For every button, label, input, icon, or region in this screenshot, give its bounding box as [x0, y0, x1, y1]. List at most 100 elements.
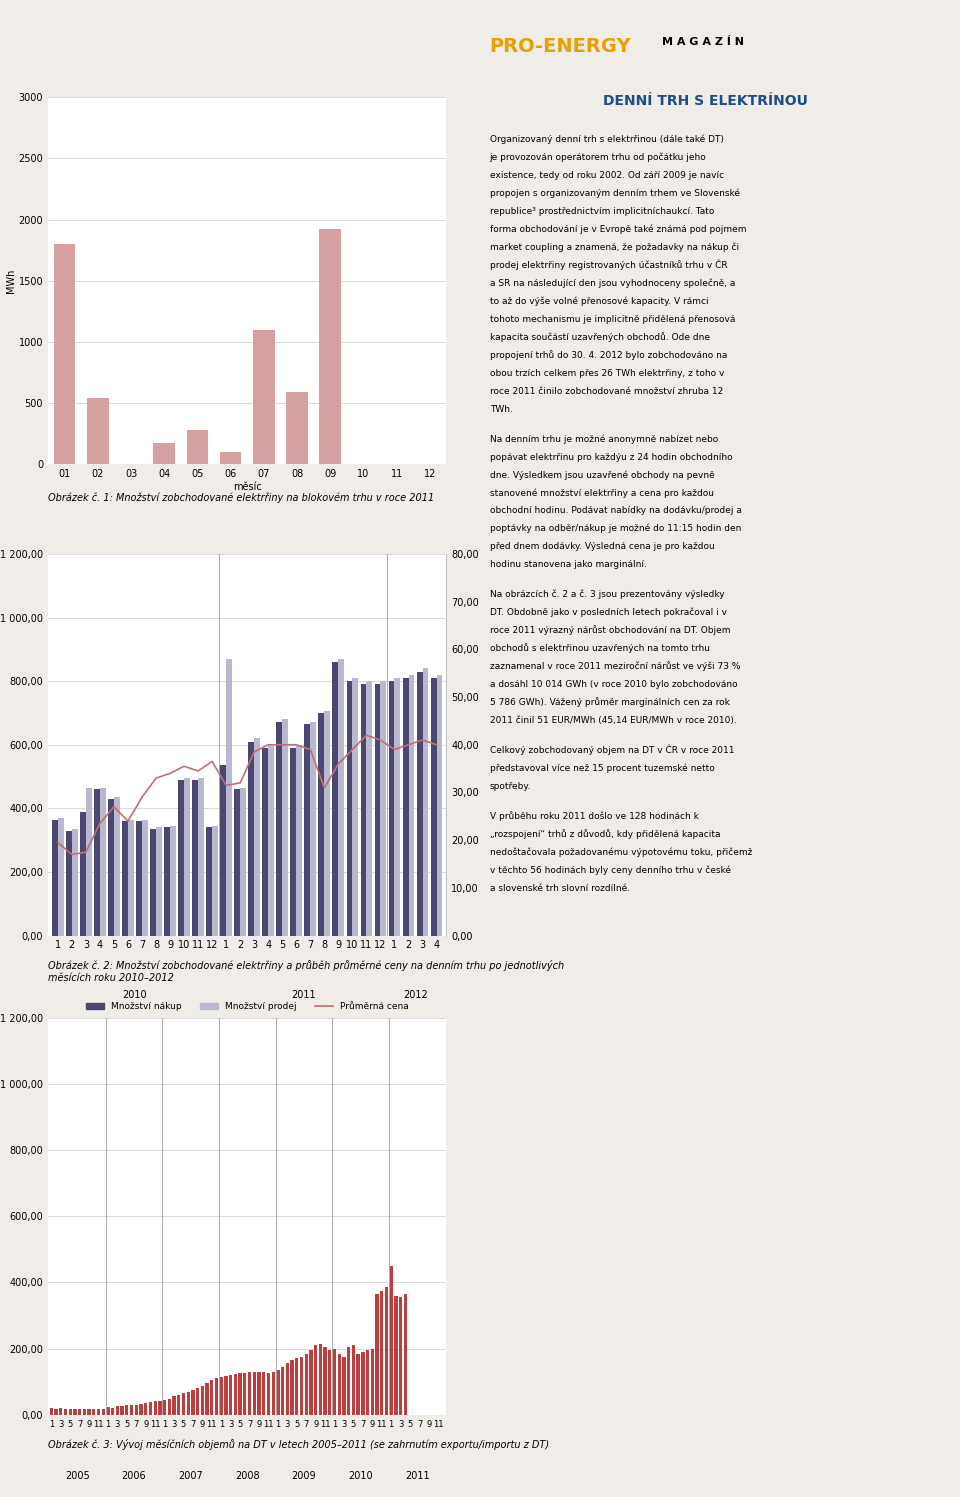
Bar [338, 1353, 341, 1415]
Bar [225, 1376, 228, 1415]
Text: Organizovaný denní trh s elektrřinou (dále také DT): Organizovaný denní trh s elektrřinou (dá… [490, 135, 724, 144]
Text: forma obchodování je v Evropě také známá pod pojmem: forma obchodování je v Evropě také známá… [490, 225, 746, 234]
Bar [304, 1353, 308, 1415]
Bar [102, 1409, 105, 1415]
Text: v těchto 56 hodinách byly ceny denního trhu v české: v těchto 56 hodinách byly ceny denního t… [490, 865, 731, 874]
Bar [282, 719, 288, 936]
Bar [380, 1290, 383, 1415]
Text: hodinu stanovena jako marginální.: hodinu stanovena jako marginální. [490, 560, 646, 569]
Průměrná cena [151, 769, 162, 787]
Bar [205, 1383, 208, 1415]
Průměrná cena [403, 735, 415, 753]
Průměrná cena [361, 726, 372, 744]
Bar [192, 780, 198, 936]
Legend: Množství nákup, Množství prodej, Průměrná cena: Množství nákup, Množství prodej, Průměrn… [83, 998, 412, 1015]
Text: je provozován operátorem trhu od počátku jeho: je provozován operátorem trhu od počátku… [490, 153, 707, 162]
Bar [220, 1377, 223, 1415]
Bar [422, 668, 428, 936]
Bar [295, 1358, 299, 1415]
Text: Celkový zobchodovaný objem na DT v ČR v roce 2011: Celkový zobchodovaný objem na DT v ČR v … [490, 744, 734, 754]
Průměrná cena [164, 765, 176, 783]
Bar [356, 1353, 360, 1415]
Bar [431, 678, 437, 936]
Bar [139, 1404, 143, 1415]
Průměrná cena [66, 846, 78, 864]
Průměrná cena [192, 762, 204, 780]
Bar [72, 829, 78, 936]
Bar [168, 1398, 171, 1415]
X-axis label: měsíc: měsíc [233, 482, 261, 491]
Bar [268, 747, 275, 936]
Bar [409, 675, 415, 936]
Text: tohoto mechanismu je implicitně přidělená přenosová: tohoto mechanismu je implicitně přidělen… [490, 314, 735, 323]
Bar [240, 787, 246, 936]
Bar [60, 1409, 62, 1415]
Průměrná cena [122, 811, 133, 829]
Bar [130, 1406, 133, 1415]
Bar [404, 1293, 407, 1415]
Bar [156, 828, 162, 936]
Bar [314, 1346, 318, 1415]
Bar [177, 1395, 180, 1415]
Bar [50, 1409, 53, 1415]
Text: 2009: 2009 [292, 1472, 316, 1481]
Bar [154, 1401, 156, 1415]
Bar [87, 398, 108, 464]
Bar [73, 1409, 77, 1415]
Bar [276, 723, 282, 936]
Bar [417, 672, 422, 936]
Bar [87, 1409, 90, 1415]
Text: a SR na následující den jsou vyhodnoceny společně, a: a SR na následující den jsou vyhodnoceny… [490, 278, 735, 287]
Text: DT. Obdobně jako v posledních letech pokračoval i v: DT. Obdobně jako v posledních letech pok… [490, 608, 727, 617]
Bar [390, 1266, 393, 1415]
Průměrná cena [304, 741, 316, 759]
Bar [319, 713, 324, 936]
Bar [320, 229, 341, 464]
Text: spotřeby.: spotřeby. [490, 781, 531, 790]
Bar [78, 1409, 82, 1415]
Bar [374, 684, 380, 936]
Bar [58, 817, 63, 936]
Průměrná cena [221, 777, 232, 795]
Bar [55, 1409, 58, 1415]
Text: dne. Výsledkem jsou uzavřené obchody na pevně: dne. Výsledkem jsou uzavřené obchody na … [490, 470, 714, 479]
Průměrná cena [374, 731, 386, 748]
Bar [248, 1373, 252, 1415]
Bar [347, 1347, 350, 1415]
Text: 2010: 2010 [348, 1472, 372, 1481]
Text: 2011: 2011 [405, 1472, 429, 1481]
Text: Na obrázcích č. 2 a č. 3 jsou prezentovány výsledky: Na obrázcích č. 2 a č. 3 jsou prezentová… [490, 590, 724, 599]
Line: Průměrná cena: Průměrná cena [58, 735, 437, 855]
Průměrná cena [52, 834, 63, 852]
Průměrná cena [234, 774, 246, 792]
Průměrná cena [108, 798, 120, 816]
Bar [198, 778, 204, 936]
Text: nedoštačovala požadovanému výpotovému toku, přičemž: nedoštačovala požadovanému výpotovému to… [490, 847, 752, 856]
Bar [238, 1373, 242, 1415]
Bar [367, 681, 372, 936]
Y-axis label: MWh: MWh [6, 268, 15, 293]
Bar [272, 1371, 275, 1415]
Bar [309, 1350, 313, 1415]
Průměrná cena [389, 741, 400, 759]
Text: propojení trhů do 30. 4. 2012 bylo zobchodováno na: propojení trhů do 30. 4. 2012 bylo zobch… [490, 350, 727, 359]
Text: před dnem dodávky. Výsledná cena je pro každou: před dnem dodávky. Výsledná cena je pro … [490, 542, 714, 551]
Text: obchodů s elektrřinou uzavřených na tomto trhu: obchodů s elektrřinou uzavřených na tomt… [490, 644, 709, 653]
Text: a slovenské trh slovní rozdílné.: a slovenské trh slovní rozdílné. [490, 883, 630, 892]
Text: M A G A Z Í N: M A G A Z Í N [662, 37, 744, 46]
Průměrná cena [332, 754, 344, 772]
Text: představoval více než 15 procent tuzemské netto: představoval více než 15 procent tuzemsk… [490, 763, 714, 772]
Bar [304, 725, 310, 936]
Bar [319, 1344, 322, 1415]
Bar [149, 1403, 152, 1415]
Bar [380, 681, 386, 936]
Bar [220, 452, 241, 464]
Bar [120, 1406, 124, 1415]
Bar [324, 711, 330, 936]
Bar [257, 1371, 261, 1415]
Bar [437, 675, 443, 936]
Bar [252, 1371, 256, 1415]
Text: 2010: 2010 [123, 990, 147, 1000]
Text: obou trzích celkem přes 26 TWh elektrřiny, z toho v: obou trzích celkem přes 26 TWh elektrřin… [490, 368, 724, 377]
Průměrná cena [291, 735, 302, 753]
